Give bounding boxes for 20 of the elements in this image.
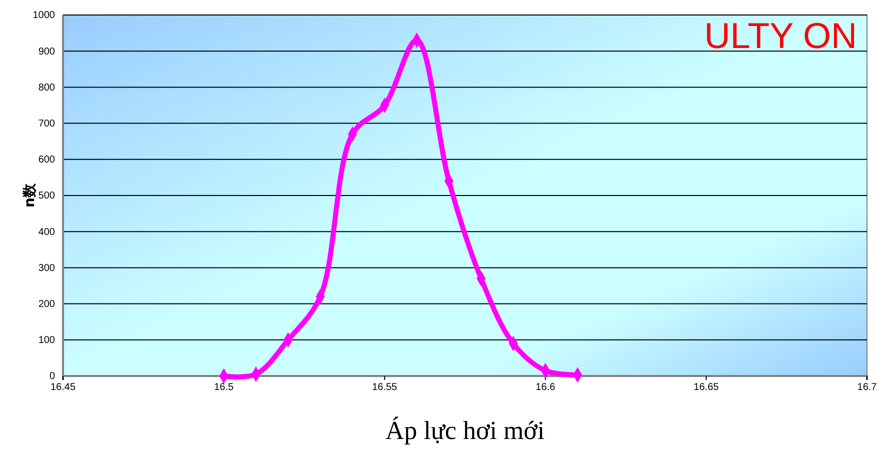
x-axis-title: Áp lực hơi mới [385,416,545,445]
y-tick-label: 900 [38,46,56,58]
y-tick-label: 200 [38,299,56,310]
y-tick-label: 500 [38,190,56,202]
y-axis-title: n数 [22,182,38,208]
x-tick-label: 16.45 [50,382,76,394]
y-tick-label: 400 [38,226,56,238]
y-tick-label: 100 [38,335,56,346]
y-tick-label: 0 [49,371,56,382]
y-tick-label: 1000 [32,10,56,22]
y-tick-label: 300 [38,262,56,274]
x-tick-label: 16.5 [214,382,234,394]
x-tick-label: 16.55 [372,382,398,394]
y-tick-label: 600 [38,154,56,166]
y-tick-label: 800 [38,82,56,94]
x-tick-label: 16.6 [536,382,556,394]
y-tick-label: 700 [38,118,56,130]
annotation: ULTY ON [704,15,857,56]
x-tick-label: 16.7 [857,382,878,394]
x-tick-label: 16.65 [694,382,720,394]
